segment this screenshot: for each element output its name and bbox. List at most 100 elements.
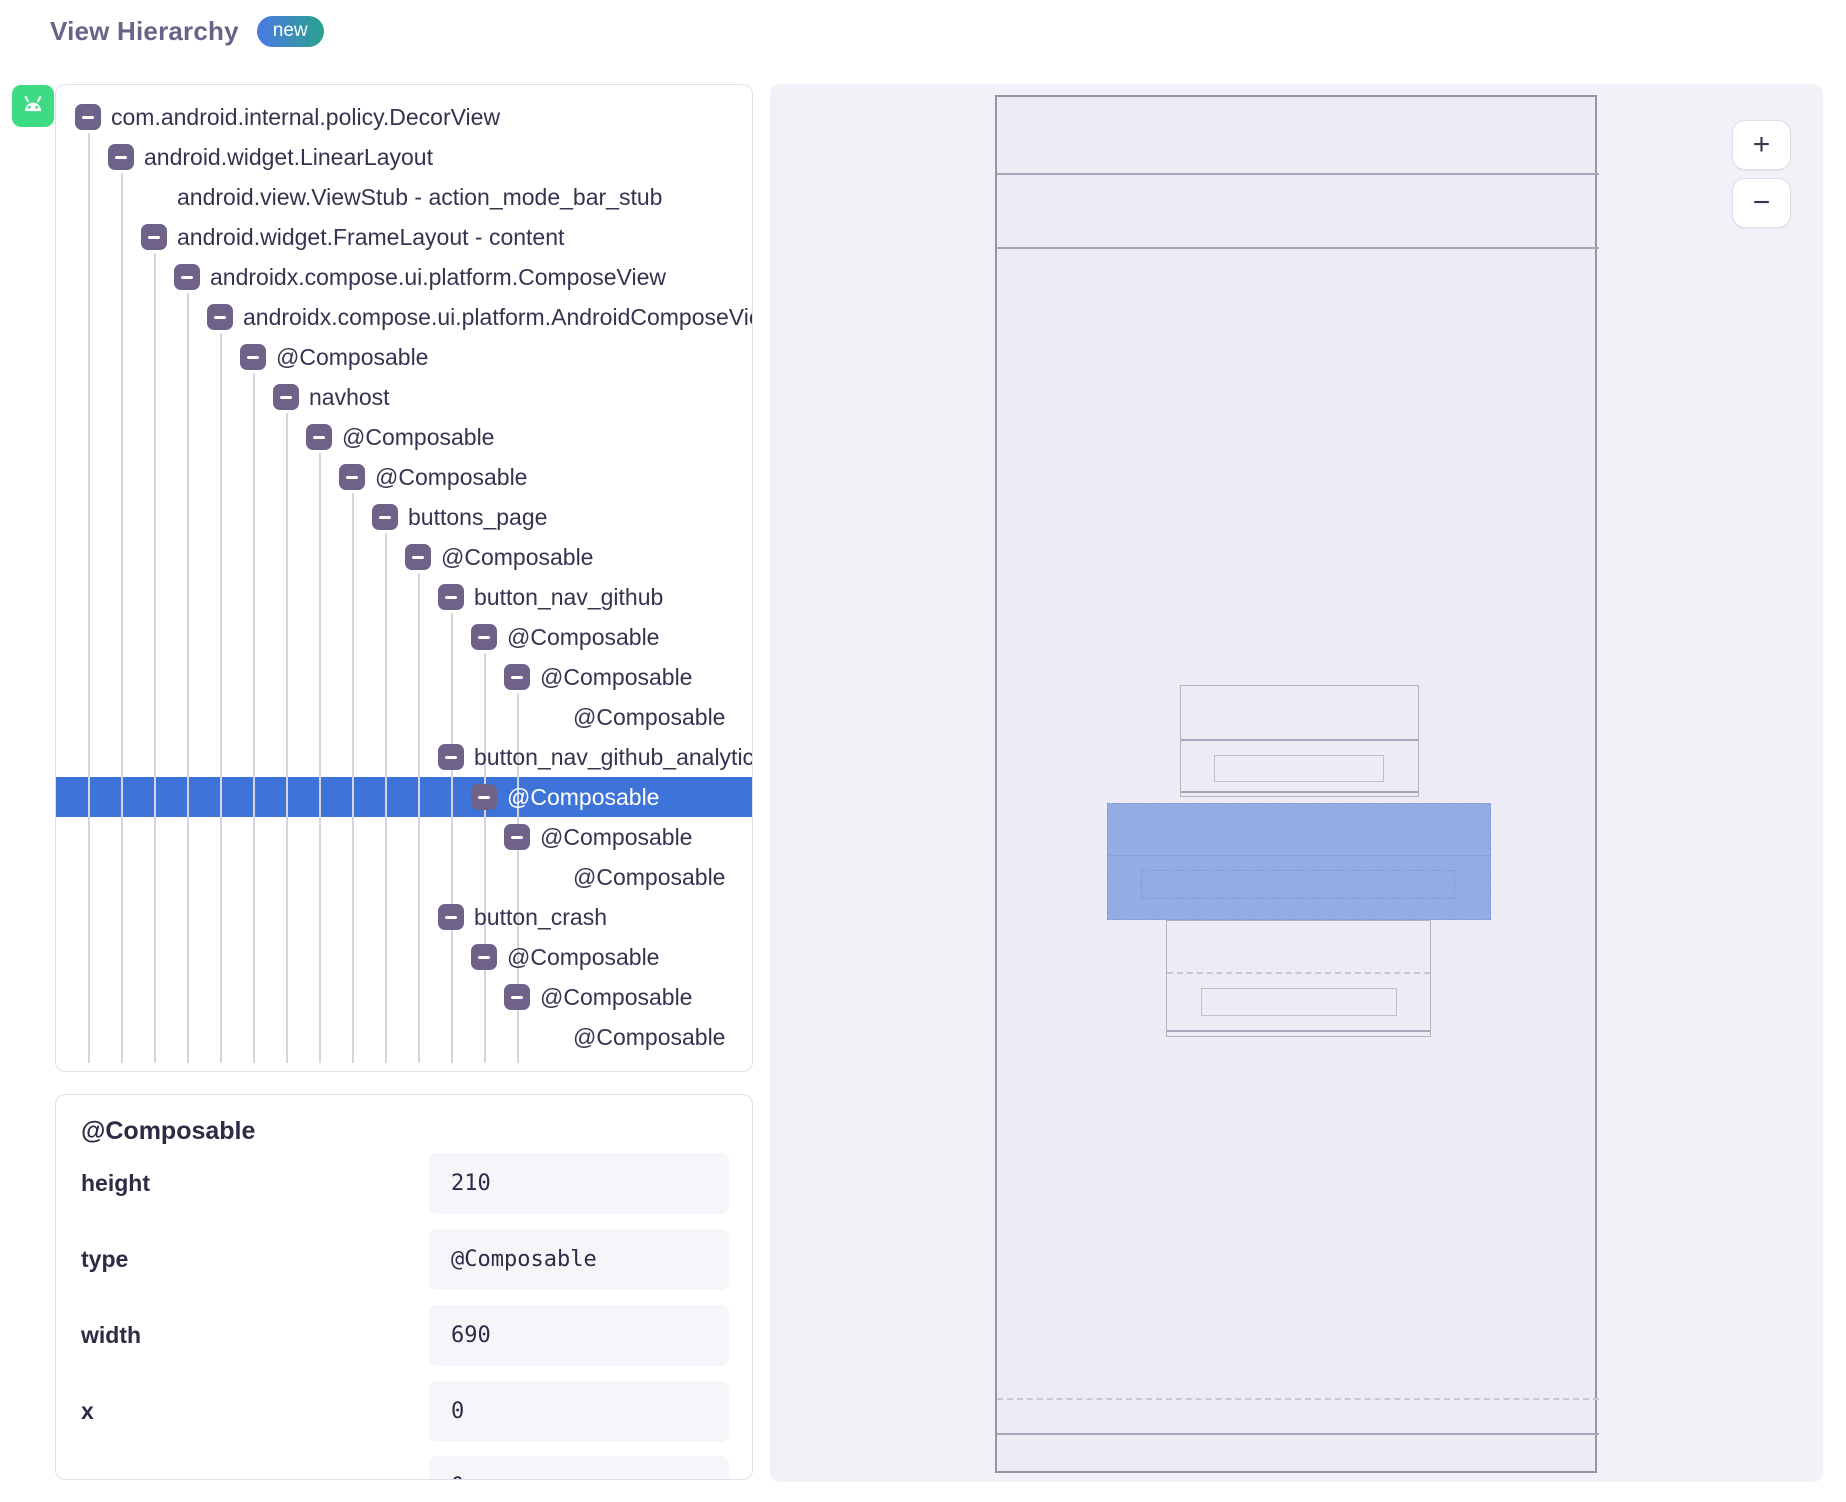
minus-glyph xyxy=(511,675,523,679)
crash-button-label-box[interactable] xyxy=(1201,988,1397,1016)
tree-node[interactable]: android.view.ViewStub - action_mode_bar_… xyxy=(56,177,752,217)
tree-node-label: navhost xyxy=(309,384,390,410)
tree-node-label: androidx.compose.ui.platform.ComposeView xyxy=(210,264,666,290)
tree-node-label: button_crash xyxy=(474,904,607,930)
collapse-icon[interactable] xyxy=(306,424,332,450)
minus-glyph xyxy=(511,995,523,999)
collapse-icon[interactable] xyxy=(438,584,464,610)
collapse-icon[interactable] xyxy=(141,224,167,250)
minus-glyph xyxy=(511,835,523,839)
tree-node-label: @Composable xyxy=(507,624,660,650)
collapse-icon[interactable] xyxy=(471,624,497,650)
tree-node[interactable]: android.widget.FrameLayout - content xyxy=(56,217,752,257)
selected-node-label-box[interactable] xyxy=(1141,870,1455,899)
property-label: width xyxy=(81,1322,142,1348)
tree-node-label: @Composable xyxy=(342,424,495,450)
minus-glyph xyxy=(115,155,127,159)
minus-glyph xyxy=(412,555,424,559)
property-label: type xyxy=(81,1246,129,1272)
tree-node[interactable]: @Composable xyxy=(56,417,752,457)
property-value: @Composable xyxy=(429,1229,729,1290)
device-frame[interactable] xyxy=(995,95,1599,1473)
tree-node-label: @Composable xyxy=(507,784,660,810)
collapse-icon[interactable] xyxy=(108,144,134,170)
crash-button-divider xyxy=(1167,972,1430,974)
property-value: 690 xyxy=(429,1305,729,1366)
tree-node[interactable]: androidx.compose.ui.platform.ComposeView xyxy=(56,257,752,297)
selected-node-divider xyxy=(1108,855,1490,856)
collapse-icon[interactable] xyxy=(240,344,266,370)
property-value: 210 xyxy=(429,1153,729,1214)
property-label: x xyxy=(81,1398,94,1424)
github-button-label-box[interactable] xyxy=(1214,755,1384,782)
android-icon xyxy=(12,85,54,127)
tree-node[interactable]: button_nav_github xyxy=(56,577,752,617)
crash-button-group[interactable] xyxy=(1166,920,1431,1037)
tree-node[interactable]: @Composable xyxy=(56,537,752,577)
tree-node[interactable]: @Composable xyxy=(56,1017,752,1057)
view-hierarchy-tree: com.android.internal.policy.DecorView and… xyxy=(55,84,753,1072)
github-button-baseline xyxy=(1181,791,1418,793)
android-robot-glyph xyxy=(24,96,42,112)
tree-node[interactable]: android.widget.LinearLayout xyxy=(56,137,752,177)
github-button-divider xyxy=(1181,739,1418,741)
tree-node[interactable]: button_crash xyxy=(56,897,752,937)
tree-node[interactable]: @Composable xyxy=(56,857,752,897)
tree-node[interactable]: @Composable xyxy=(56,657,752,697)
zoom-out-button[interactable]: − xyxy=(1732,178,1791,228)
tree-node[interactable]: @Composable xyxy=(56,937,752,977)
collapse-icon[interactable] xyxy=(372,504,398,530)
tree-node-label: buttons_page xyxy=(408,504,548,530)
tree-node-label: @Composable xyxy=(441,544,594,570)
tree-node-label: android.widget.LinearLayout xyxy=(144,144,433,170)
property-value-partial: 0 xyxy=(429,1456,729,1479)
collapse-icon[interactable] xyxy=(174,264,200,290)
tree-node-label: @Composable xyxy=(507,944,660,970)
collapse-icon[interactable] xyxy=(504,664,530,690)
wireframe-preview-panel: + − xyxy=(770,84,1823,1482)
tree-node[interactable]: @Composable xyxy=(56,697,752,737)
tree-node-label: @Composable xyxy=(573,864,726,890)
page-title: View Hierarchy xyxy=(50,16,239,46)
minus-glyph xyxy=(82,115,94,119)
minus-glyph xyxy=(280,395,292,399)
node-details-panel: @Composable height 210 type @Composable widt… xyxy=(55,1094,753,1480)
tree-node[interactable]: @Composable xyxy=(56,617,752,657)
collapse-icon[interactable] xyxy=(471,944,497,970)
tree-node[interactable]: @Composable xyxy=(56,977,752,1017)
crash-button-baseline xyxy=(1167,1030,1430,1032)
tree-node-label: android.widget.FrameLayout - content xyxy=(177,224,565,250)
collapse-icon[interactable] xyxy=(273,384,299,410)
tree-node-label: button_nav_github_analytics xyxy=(474,744,753,770)
tree-node[interactable]: @Composable xyxy=(56,817,752,857)
tree-node[interactable]: @Composable xyxy=(56,337,752,377)
minus-glyph xyxy=(214,315,226,319)
selected-node-highlight[interactable] xyxy=(1107,803,1491,920)
collapse-icon[interactable] xyxy=(405,544,431,570)
tree-node[interactable]: androidx.compose.ui.platform.AndroidComp… xyxy=(56,297,752,337)
collapse-icon[interactable] xyxy=(504,984,530,1010)
page-header: View Hierarchy new xyxy=(50,16,324,47)
tree-node[interactable]: com.android.internal.policy.DecorView xyxy=(56,97,752,137)
collapse-icon[interactable] xyxy=(75,104,101,130)
tree-node[interactable]: buttons_page xyxy=(56,497,752,537)
collapse-icon[interactable] xyxy=(438,744,464,770)
tree-node[interactable]: button_nav_github_analytics xyxy=(56,737,752,777)
new-badge: new xyxy=(256,16,324,47)
github-button-group[interactable] xyxy=(1180,685,1419,797)
property-label: height xyxy=(81,1170,150,1196)
tree-node[interactable]: @Composable xyxy=(56,777,752,817)
tree-node-label: @Composable xyxy=(375,464,528,490)
collapse-icon[interactable] xyxy=(438,904,464,930)
tree-node[interactable]: navhost xyxy=(56,377,752,417)
minus-glyph xyxy=(181,275,193,279)
collapse-icon[interactable] xyxy=(504,824,530,850)
tree-node-label: @Composable xyxy=(573,704,726,730)
collapse-icon[interactable] xyxy=(471,784,497,810)
tree-node[interactable]: @Composable xyxy=(56,457,752,497)
zoom-in-button[interactable]: + xyxy=(1732,120,1791,170)
minus-glyph xyxy=(478,955,490,959)
collapse-icon[interactable] xyxy=(339,464,365,490)
collapse-icon[interactable] xyxy=(207,304,233,330)
